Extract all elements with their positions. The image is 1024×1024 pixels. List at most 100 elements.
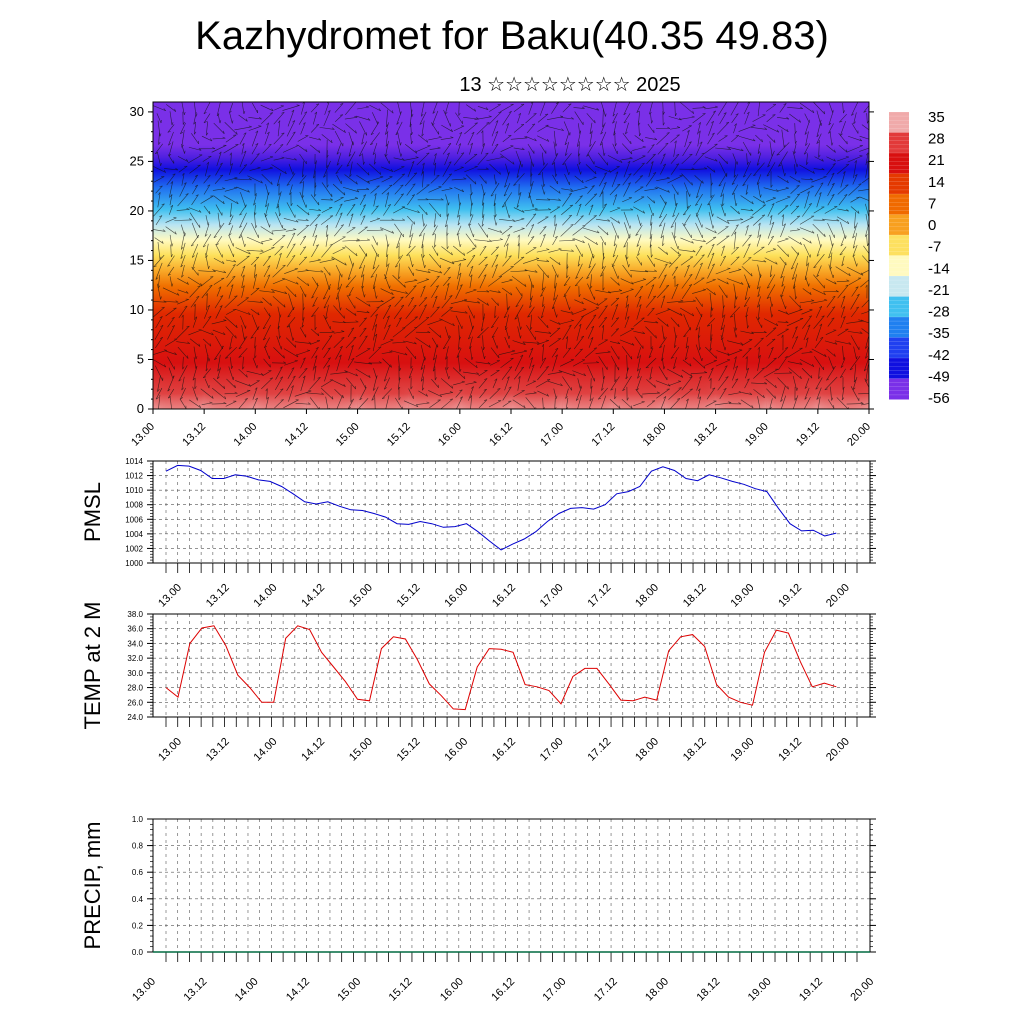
colorbar-swatch <box>889 194 909 215</box>
x-tick-label: 20.00 <box>845 421 873 449</box>
x-tick-label: 13.12 <box>204 736 232 764</box>
x-tick-label: 15.00 <box>334 421 362 449</box>
x-tick-label: 13.12 <box>180 421 208 449</box>
series-line <box>166 626 836 710</box>
y-tick-label: 1006 <box>125 515 143 524</box>
x-tick-label: 19.12 <box>794 421 822 449</box>
x-tick-label: 19.00 <box>729 736 757 764</box>
wind-vector-head <box>870 402 873 403</box>
y-tick-label: 5 <box>137 351 144 366</box>
y-tick-label: 0.8 <box>132 842 144 851</box>
y-tick-label: 1012 <box>125 472 143 481</box>
x-tick-label: 16.12 <box>487 421 515 449</box>
x-tick-label: 14.12 <box>284 976 312 1004</box>
heatmap-field <box>153 102 869 409</box>
x-tick-label: 19.12 <box>797 976 825 1004</box>
x-tick-label: 13.00 <box>156 736 184 764</box>
y-tick-label: 25 <box>130 153 144 168</box>
x-tick-label: 20.00 <box>824 736 852 764</box>
colorbar-swatch <box>889 153 909 174</box>
wind-vector-head <box>871 129 872 132</box>
y-tick-label: 36.0 <box>127 625 143 634</box>
wind-vector-head <box>869 296 872 297</box>
x-tick-label: 17.12 <box>585 582 613 610</box>
x-tick-label: 15.00 <box>347 582 375 610</box>
y-tick-label: 0.2 <box>132 921 144 930</box>
x-tick-label: 14.00 <box>252 582 280 610</box>
colorbar-label: -42 <box>928 347 950 364</box>
x-tick-label: 17.00 <box>538 421 566 449</box>
x-tick-label: 18.00 <box>641 421 669 449</box>
y-tick-label: 1000 <box>125 559 143 568</box>
y-tick-label: 32.0 <box>127 654 143 663</box>
x-tick-label: 16.00 <box>442 582 470 610</box>
colorbar: 3528211470-7-14-21-28-35-42-49-56 <box>889 109 950 407</box>
wind-vector-head <box>873 392 876 393</box>
colorbar-swatch <box>889 379 909 400</box>
colorbar-label: 28 <box>928 131 945 148</box>
temp-chart: 24.026.028.030.032.034.036.038.013.00 13.… <box>80 602 876 764</box>
colorbar-swatch <box>889 338 909 359</box>
y-axis-label: TEMP at 2 M <box>80 602 105 730</box>
colorbar-label: 14 <box>928 174 945 191</box>
wind-vector-head <box>873 200 875 202</box>
x-tick-label: 16.00 <box>438 976 466 1004</box>
wind-vector-head <box>780 410 782 412</box>
colorbar-swatch <box>889 174 909 195</box>
x-tick-label: 15.12 <box>395 736 423 764</box>
x-tick-label: 14.00 <box>233 976 261 1004</box>
x-tick-label: 19.12 <box>776 736 804 764</box>
y-tick-label: 30.0 <box>127 669 143 678</box>
x-tick-label: 19.00 <box>743 421 771 449</box>
colorbar-label: -21 <box>928 282 950 299</box>
y-tick-label: 1008 <box>125 501 143 510</box>
x-tick-label: 18.00 <box>643 976 671 1004</box>
pmsl-chart: 1000100210041006100810101012101413.00 13.… <box>80 457 876 610</box>
x-tick-label: 20.00 <box>824 582 852 610</box>
upper-air-heatmap: 05101520253013.00 13.12 14.00 14.12 15.00 15.… <box>129 99 876 464</box>
x-tick-label: 19.12 <box>776 582 804 610</box>
y-tick-label: 1002 <box>125 544 143 553</box>
y-tick-label: 1014 <box>125 457 143 466</box>
colorbar-swatch <box>889 276 909 297</box>
x-tick-label: 18.12 <box>692 421 720 449</box>
colorbar-swatch <box>889 317 909 338</box>
x-tick-label: 16.12 <box>489 976 517 1004</box>
x-tick-label: 17.00 <box>538 582 566 610</box>
colorbar-label: -56 <box>928 390 950 407</box>
x-tick-label: 14.00 <box>252 736 280 764</box>
colorbar-label: -7 <box>928 239 941 256</box>
x-tick-label: 16.12 <box>490 582 518 610</box>
y-tick-label: 28.0 <box>127 684 143 693</box>
y-tick-label: 30 <box>130 104 144 119</box>
x-tick-label: 13.00 <box>156 582 184 610</box>
colorbar-swatch <box>889 297 909 318</box>
y-tick-label: 20 <box>130 203 144 218</box>
x-tick-label: 14.12 <box>299 736 327 764</box>
colorbar-label: 7 <box>928 195 936 212</box>
x-tick-label: 17.12 <box>592 976 620 1004</box>
x-tick-label: 14.00 <box>231 421 259 449</box>
wind-vector-head <box>792 410 794 412</box>
colorbar-label: -35 <box>928 325 950 342</box>
x-tick-label: 15.00 <box>335 976 363 1004</box>
colorbar-swatch <box>889 256 909 277</box>
wind-vector-head <box>871 264 872 267</box>
wind-vector-head <box>872 139 874 141</box>
wind-vector-head <box>375 410 376 413</box>
y-tick-label: 1.0 <box>132 815 144 824</box>
colorbar-swatch <box>889 358 909 379</box>
wind-vector-head <box>873 187 876 188</box>
colorbar-label: -14 <box>928 260 950 277</box>
wind-vector-head <box>600 410 602 412</box>
y-tick-label: 0.6 <box>132 868 144 877</box>
colorbar-label: 0 <box>928 217 936 234</box>
colorbar-swatch <box>889 133 909 154</box>
x-tick-label: 19.00 <box>729 582 757 610</box>
x-tick-label: 15.12 <box>385 421 413 449</box>
x-tick-label: 17.12 <box>585 736 613 764</box>
x-tick-label: 16.00 <box>436 421 464 449</box>
y-tick-label: 38.0 <box>127 610 143 619</box>
x-tick-label: 20.00 <box>848 976 876 1004</box>
